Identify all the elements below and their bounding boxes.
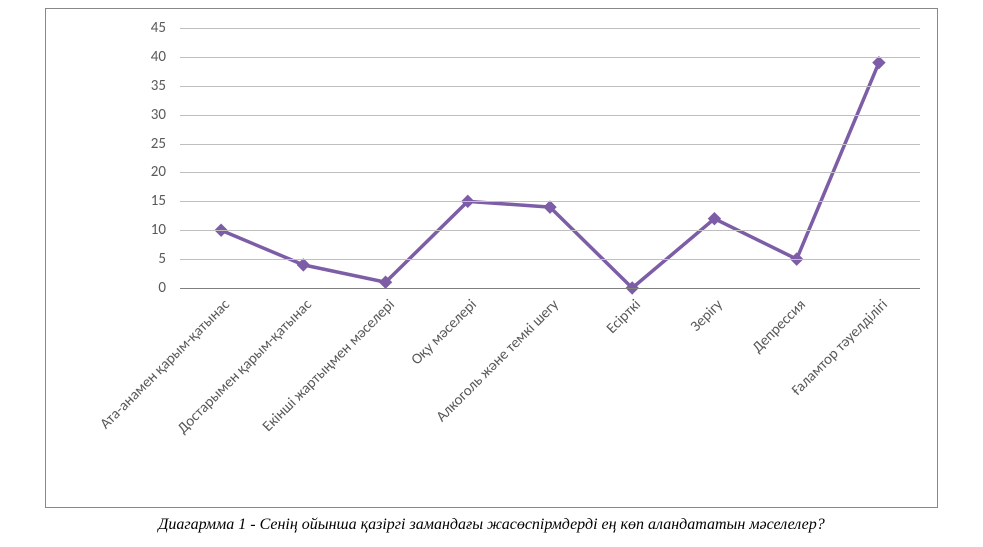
y-tick-label: 20 (132, 163, 166, 181)
gridline (180, 57, 920, 58)
y-tick-label: 0 (132, 279, 166, 297)
gridline (180, 144, 920, 145)
gridline (180, 115, 920, 116)
gridline (180, 288, 920, 289)
y-tick-label: 35 (132, 77, 166, 95)
gridline (180, 201, 920, 202)
gridline (180, 172, 920, 173)
gridline (180, 259, 920, 260)
gridline (180, 230, 920, 231)
data-marker (297, 259, 309, 271)
chart-caption: Диагармма 1 - Сенің ойынша қазіргі заман… (0, 516, 983, 534)
y-tick-label: 15 (132, 192, 166, 210)
gridline (180, 28, 920, 29)
y-tick-label: 40 (132, 48, 166, 66)
y-tick-label: 10 (132, 221, 166, 239)
line-series (180, 28, 920, 288)
y-tick-label: 25 (132, 135, 166, 153)
y-tick-label: 45 (132, 19, 166, 37)
series-line (221, 63, 879, 288)
plot-area (180, 28, 920, 288)
y-tick-label: 5 (132, 250, 166, 268)
data-marker (873, 57, 885, 69)
gridline (180, 86, 920, 87)
y-tick-label: 30 (132, 106, 166, 124)
